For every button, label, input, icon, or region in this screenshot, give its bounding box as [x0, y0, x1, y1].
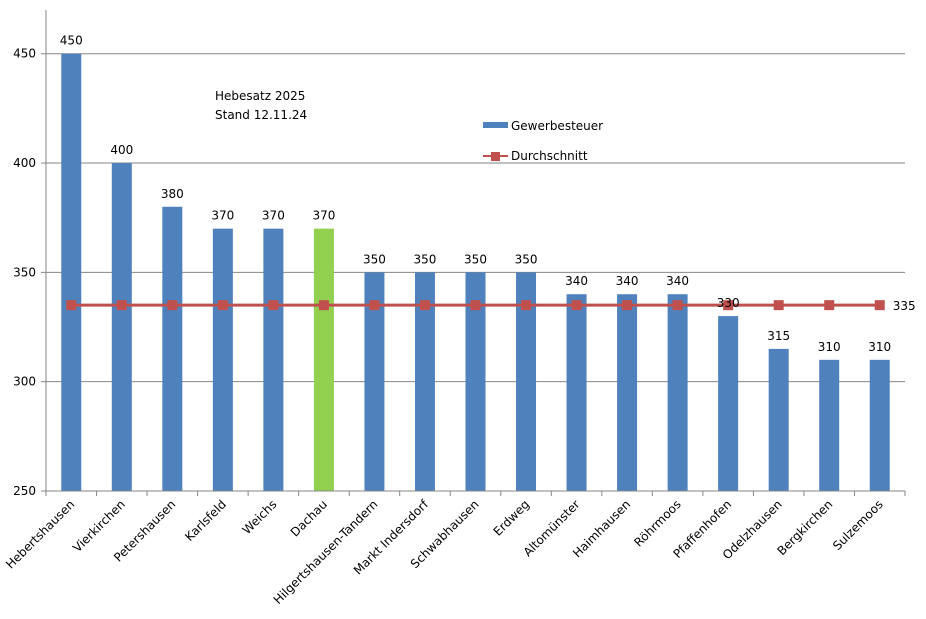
average-marker: [874, 300, 885, 311]
chart-subtitle: Stand 12.11.24: [215, 108, 307, 122]
x-tick-label: Hebertshausen: [3, 497, 77, 571]
average-marker: [116, 300, 127, 311]
bar-vierkirchen: [111, 163, 132, 491]
bar-erdweg: [516, 272, 537, 491]
average-marker: [723, 300, 734, 311]
x-tick-label: Sulzemoos: [830, 497, 886, 553]
bar-value-label: 310: [868, 340, 891, 354]
bar-altom-nster: [566, 294, 587, 491]
bar-markt-indersdorf: [414, 272, 435, 491]
average-marker: [268, 300, 279, 311]
average-marker: [470, 300, 481, 311]
y-tick-label: 250: [13, 484, 36, 498]
bar-value-label: 315: [767, 329, 790, 343]
x-tick-label: Erdweg: [491, 497, 533, 539]
bar-odelzhausen: [768, 348, 789, 491]
bars: [61, 53, 890, 492]
x-tick-label: Karlsfeld: [182, 497, 229, 544]
bar-pfaffenhofen: [718, 316, 739, 491]
bar-value-label: 350: [464, 252, 487, 266]
bar-schwabhausen: [465, 272, 486, 491]
bar-karlsfeld: [212, 228, 233, 492]
axes: 250 300 350 400 450: [13, 10, 906, 498]
bar-weichs: [263, 228, 284, 492]
bar-value-label: 330: [717, 296, 740, 310]
x-tick-label: Röhrmoos: [631, 497, 683, 549]
average-marker: [167, 300, 178, 311]
legend-swatch-gewerbesteuer: [483, 122, 508, 128]
chart-title: Hebesatz 2025: [215, 89, 305, 103]
x-tick-label: Hilgertshausen-Tandern: [271, 497, 381, 607]
bar-value-label: 370: [211, 209, 234, 223]
bar-petershausen: [162, 206, 183, 492]
legend: Gewerbesteuer Durchschnitt: [483, 119, 603, 163]
bar-value-label: 380: [161, 187, 184, 201]
legend-marker-durchschnitt: [491, 152, 500, 161]
bar-value-label: 400: [110, 143, 133, 157]
bar-hilgertshausen-tandern: [364, 272, 385, 491]
average-marker: [318, 300, 329, 311]
average-marker: [672, 300, 683, 311]
y-tick-label: 400: [13, 156, 36, 170]
average-line: [66, 300, 885, 311]
y-tick-label: 450: [13, 47, 36, 61]
bar-value-label: 340: [616, 274, 639, 288]
bar-value-label: 310: [818, 340, 841, 354]
bar-value-label: 340: [666, 274, 689, 288]
y-tick-label: 300: [13, 375, 36, 389]
bar-sulzemoos: [869, 359, 890, 491]
average-marker: [521, 300, 532, 311]
bar-hebertshausen: [61, 53, 82, 492]
bar-haimhausen: [617, 294, 638, 491]
x-tick-label: Weichs: [240, 497, 280, 537]
bar-dachau: [313, 228, 334, 492]
average-marker: [622, 300, 633, 311]
bar-r-hrmoos: [667, 294, 688, 491]
average-marker: [217, 300, 228, 311]
average-marker: [824, 300, 835, 311]
bar-value-label: 350: [414, 252, 437, 266]
bar-value-label: 350: [515, 252, 538, 266]
x-tick-label: Dachau: [288, 497, 330, 539]
bar-value-label: 370: [312, 209, 335, 223]
average-marker: [369, 300, 380, 311]
labels: 450Hebertshausen400Vierkirchen380Petersh…: [3, 34, 916, 607]
average-marker: [66, 300, 77, 311]
legend-label-gewerbesteuer: Gewerbesteuer: [511, 119, 603, 133]
bar-value-label: 350: [363, 252, 386, 266]
bar-value-label: 340: [565, 274, 588, 288]
bar-bergkirchen: [819, 359, 840, 491]
y-tick-label: 350: [13, 265, 36, 279]
average-marker: [773, 300, 784, 311]
average-marker: [571, 300, 582, 311]
bar-value-label: 370: [262, 209, 285, 223]
bar-value-label: 450: [60, 34, 83, 48]
legend-label-durchschnitt: Durchschnitt: [511, 149, 588, 163]
average-marker: [419, 300, 430, 311]
average-value-label: 335: [893, 299, 916, 313]
